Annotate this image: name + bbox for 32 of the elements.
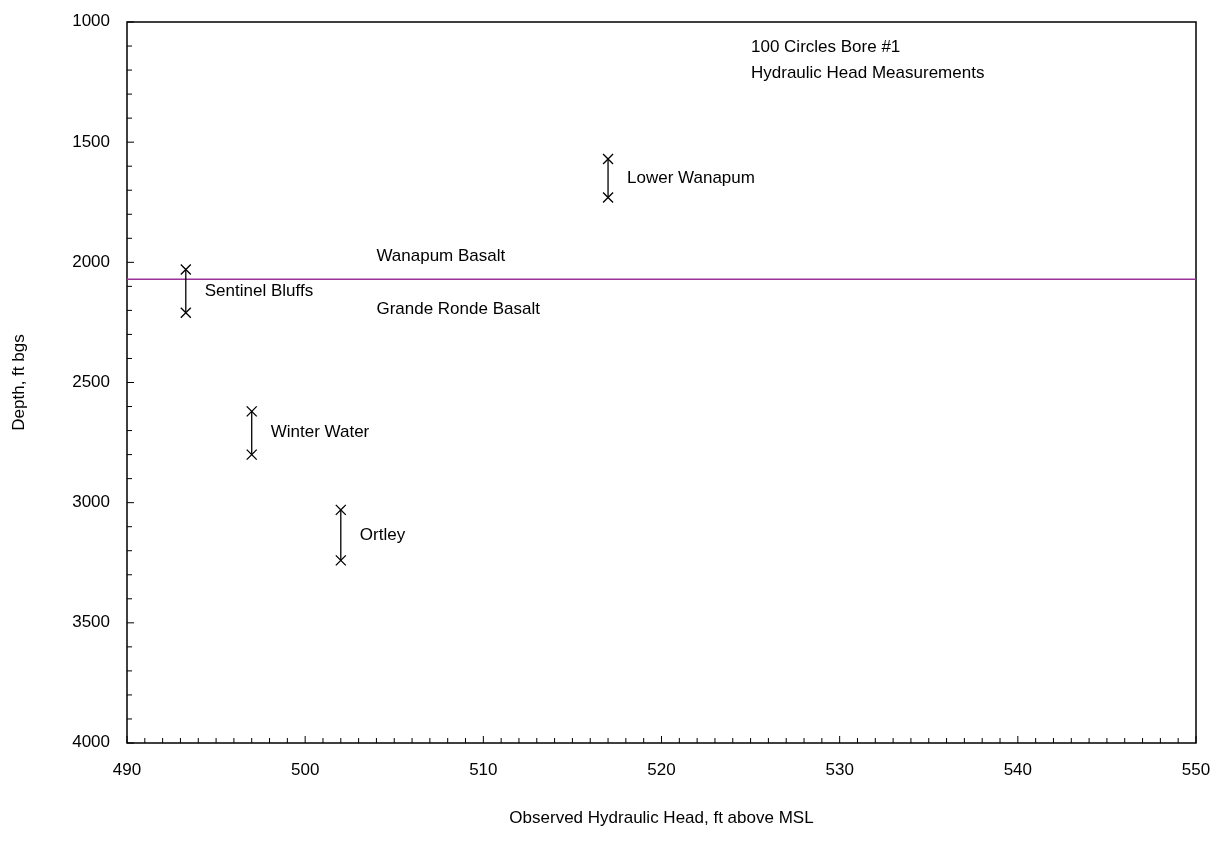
- ref-line-label: Wanapum Basalt: [376, 246, 506, 266]
- series-label: Sentinel Bluffs: [204, 280, 314, 300]
- point: [335, 554, 347, 566]
- x-tick-label: 490: [112, 760, 142, 779]
- x-tick-label: 520: [647, 760, 676, 779]
- x-tick-label: 530: [825, 760, 854, 779]
- text: 100 Circles Bore #1: [751, 37, 901, 56]
- y-tick-label: 4000: [72, 732, 110, 752]
- y-axis-title: Depth, ft bgs: [9, 334, 28, 431]
- point: [246, 448, 258, 461]
- series-label: Ortley: [359, 524, 406, 544]
- y-tick-label: 1500: [72, 131, 110, 151]
- series-label: Lower Wanapum: [627, 167, 755, 187]
- y-tick-label: 3500: [72, 612, 110, 632]
- y-tick-label: 2500: [72, 371, 110, 391]
- y-tick-label: 1000: [72, 11, 110, 31]
- point: [602, 153, 614, 165]
- point: [180, 307, 192, 319]
- y-tick-label: 3000: [72, 492, 110, 512]
- x-axis-title: Observed Hydraulic Head, ft above MSL: [509, 808, 814, 827]
- point: [602, 191, 614, 204]
- series-label: Winter Water: [270, 422, 370, 442]
- annotation: Grande Ronde Basalt: [376, 298, 541, 318]
- x-tick-label: 550: [1181, 760, 1211, 779]
- point: [246, 405, 258, 417]
- point: [180, 263, 192, 276]
- x-tick-label: 500: [290, 760, 320, 779]
- point: [335, 504, 347, 516]
- text: Hydraulic Head Measurements: [751, 63, 985, 82]
- x-tick-label: 510: [469, 760, 498, 779]
- y-tick-label: 2000: [72, 251, 110, 271]
- x-tick-label: 540: [1003, 760, 1033, 779]
